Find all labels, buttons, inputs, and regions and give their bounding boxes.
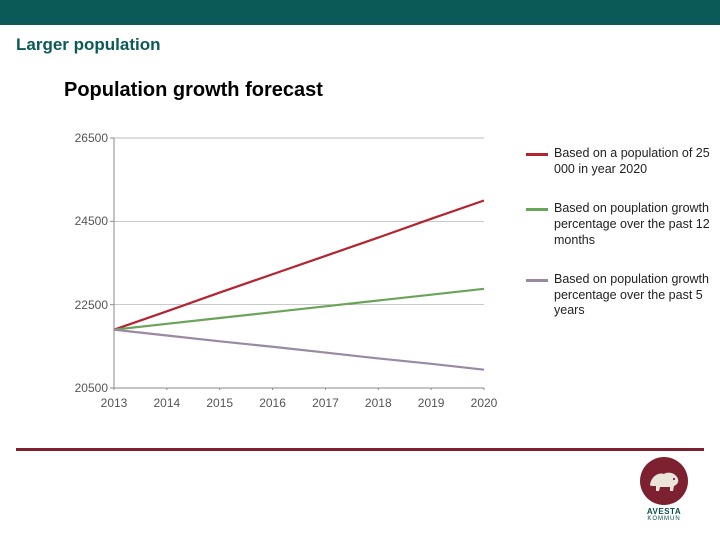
logo-circle <box>640 457 688 505</box>
section-heading: Larger population <box>0 25 720 55</box>
top-bar <box>0 0 720 25</box>
logo-name: AVESTA <box>634 507 694 516</box>
x-tick-label: 2016 <box>259 396 286 410</box>
legend-swatch <box>526 279 548 282</box>
x-tick-label: 2018 <box>365 396 392 410</box>
chart-title: Population growth forecast <box>0 55 720 102</box>
legend-swatch <box>526 153 548 156</box>
bottom-rule <box>16 448 704 451</box>
x-tick-label: 2013 <box>101 396 128 410</box>
chart-area: 20500 22500 24500 26500 2013 2014 2015 2016 201… <box>64 130 694 410</box>
y-tick-label: 20500 <box>64 381 108 395</box>
legend-item: Based on a population of 25 000 in year … <box>526 146 720 177</box>
y-tick-label: 26500 <box>64 131 108 145</box>
bison-icon <box>646 467 682 495</box>
x-tick-label: 2020 <box>471 396 498 410</box>
x-tick-label: 2015 <box>206 396 233 410</box>
line-chart <box>64 130 486 390</box>
legend-label: Based on population growth percentage ov… <box>554 272 720 319</box>
y-tick-label: 24500 <box>64 214 108 228</box>
x-tick-label: 2019 <box>418 396 445 410</box>
legend-label: Based on a population of 25 000 in year … <box>554 146 720 177</box>
legend-item: Based on population growth percentage ov… <box>526 272 720 319</box>
y-tick-label: 22500 <box>64 298 108 312</box>
logo: AVESTA KOMMUN <box>634 457 694 522</box>
legend-item: Based on pouplation growth percentage ov… <box>526 201 720 248</box>
legend-swatch <box>526 208 548 211</box>
logo-sub: KOMMUN <box>634 516 694 522</box>
chart-legend: Based on a population of 25 000 in year … <box>526 146 720 343</box>
x-tick-label: 2014 <box>153 396 180 410</box>
legend-label: Based on pouplation growth percentage ov… <box>554 201 720 248</box>
x-tick-label: 2017 <box>312 396 339 410</box>
